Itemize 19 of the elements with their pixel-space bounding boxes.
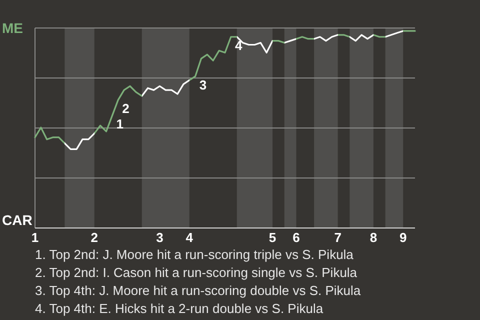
annotation: 2 (122, 100, 130, 116)
x-tick-label: 1 (31, 230, 39, 245)
text: 4. Top 4th: E. Hicks hit a 2-run double vs S. Pikula (35, 301, 324, 316)
x-tick-label: 8 (370, 230, 378, 245)
x-tick-label: 6 (292, 230, 300, 245)
text: 3. Top 4th: J. Moore hit a run-scoring double vs S. Pikula (35, 283, 362, 298)
x-tick-label: 5 (268, 230, 276, 245)
text: CAR (2, 212, 32, 228)
x-tick-label: 2 (90, 230, 98, 245)
x-tick-label: 7 (334, 230, 342, 245)
x-tick-label: 4 (186, 230, 194, 245)
annotation: 4 (234, 38, 243, 53)
x-tick-label: 9 (400, 230, 407, 245)
text: 2. Top 2nd: I. Cason hit a run-scoring single vs S. Pikula (35, 265, 358, 280)
text: ME (2, 20, 23, 36)
text: 1. Top 2nd: J. Moore hit a run-scoring triple vs S. Pikula (35, 247, 354, 262)
x-tick-label: 3 (156, 230, 164, 245)
annotation: 1 (116, 116, 124, 132)
annotation: 3 (199, 77, 207, 92)
